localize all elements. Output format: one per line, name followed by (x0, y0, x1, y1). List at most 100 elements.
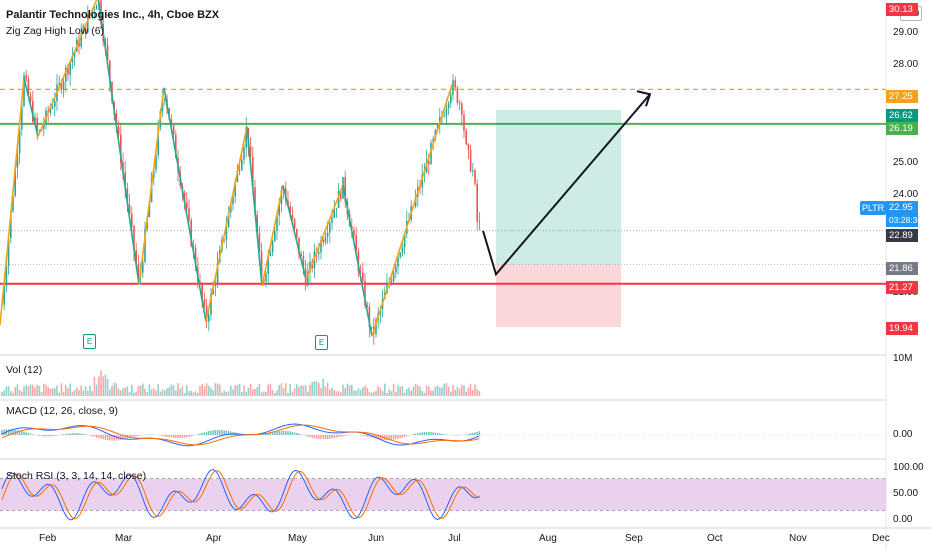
macd-histogram-bar (280, 430, 283, 435)
candle-body (5, 265, 8, 286)
candle-body (337, 190, 340, 209)
candle-body (364, 280, 366, 306)
macd-histogram-bar (43, 435, 45, 437)
volume-bar (38, 385, 41, 396)
candle-body (456, 87, 459, 103)
volume-bar (58, 392, 60, 396)
candle-body (467, 144, 470, 150)
volume-bar (353, 390, 355, 396)
macd-histogram-bar (38, 435, 41, 436)
volume-bar (456, 386, 459, 396)
candle-body (458, 102, 461, 104)
candle-body (445, 108, 448, 116)
macd-histogram-bar (133, 435, 135, 437)
candle-body (465, 130, 467, 145)
volume-bar (463, 385, 465, 396)
candle-body (326, 232, 329, 237)
volume-bar (302, 385, 305, 396)
macd-histogram-bar (212, 430, 214, 435)
macd-histogram-bar (375, 435, 377, 439)
macd-pane-label[interactable]: MACD (12, 26, close, 9) (6, 405, 119, 417)
macd-histogram-bar (32, 434, 34, 435)
macd-histogram-bar (278, 430, 280, 435)
volume-bar (430, 390, 432, 396)
macd-histogram-bar (269, 432, 272, 435)
macd-histogram-bar (425, 431, 428, 435)
macd-histogram-bar (131, 435, 133, 438)
volume-bar (289, 383, 291, 396)
macd-histogram-bar (98, 435, 100, 439)
volume-bar (76, 387, 78, 396)
volume-bar (91, 391, 93, 396)
volume-bar (124, 387, 126, 396)
candle-body (109, 60, 111, 82)
volume-bar (203, 386, 206, 396)
candle-body (190, 219, 192, 247)
volume-bar (126, 386, 129, 396)
volume-bar (419, 386, 421, 396)
candle-body (307, 271, 309, 286)
volume-bar (21, 391, 23, 396)
time-axis-tick: Feb (39, 533, 57, 544)
candle-body (62, 81, 65, 90)
zigzag-segment (138, 87, 165, 285)
candle-body (318, 252, 320, 254)
volume-bar (428, 386, 430, 396)
volume-bar (12, 392, 14, 396)
candle-body (120, 134, 122, 163)
volume-bar (157, 384, 159, 396)
zigzag-indicator-label[interactable]: Zig Zag High Low (6) (6, 25, 105, 37)
volume-bar (3, 390, 5, 396)
macd-histogram-bar (388, 435, 390, 441)
zigzag-segment (305, 184, 344, 280)
candle-body (370, 326, 373, 328)
macd-histogram-bar (166, 435, 168, 437)
stoch-rsi-pane-label[interactable]: Stoch RSI (3, 3, 14, 14, close) (6, 470, 147, 482)
candle-body (3, 285, 5, 305)
candle-body (395, 266, 397, 273)
macd-histogram-bar (216, 429, 219, 435)
volume-bar (386, 392, 388, 396)
earnings-marker-icon[interactable]: E (83, 334, 96, 349)
macd-histogram-bar (71, 433, 74, 435)
macd-histogram-bar (430, 432, 432, 435)
macd-histogram-bar (219, 429, 221, 435)
macd-histogram-bar (49, 435, 52, 437)
candle-body (309, 261, 311, 272)
candle-body (199, 281, 201, 284)
candle-body (43, 124, 45, 129)
volume-pane-label[interactable]: Vol (12) (6, 364, 43, 376)
volume-bar (469, 383, 472, 396)
volume-bar (267, 384, 269, 396)
zigzag-segment (37, 0, 98, 137)
macd-histogram-bar (192, 435, 195, 436)
price-axis-label: 22.89 (886, 229, 918, 242)
macd-histogram-bar (214, 430, 217, 435)
candle-body (95, 5, 98, 10)
macd-histogram-bar (291, 431, 294, 435)
stoch-axis-tick-50: 50.00 (893, 488, 919, 499)
macd-histogram-bar (474, 432, 476, 435)
macd-histogram-bar (443, 434, 445, 435)
volume-bar (122, 388, 124, 396)
macd-histogram-bar (412, 434, 415, 435)
macd-histogram-bar (318, 435, 320, 439)
position-profit-zone (496, 109, 621, 265)
candle-body (18, 129, 21, 154)
macd-histogram-bar (205, 431, 208, 435)
macd-histogram-bar (84, 434, 87, 435)
candle-body (80, 33, 82, 47)
macd-histogram-bar (65, 433, 67, 435)
macd-histogram-bar (230, 431, 232, 435)
volume-bar (432, 390, 434, 396)
macd-histogram-bar (164, 435, 166, 437)
candle-body (432, 139, 434, 143)
volume-bar (307, 391, 309, 396)
earnings-marker-icon[interactable]: E (315, 335, 328, 350)
macd-histogram-bar (300, 434, 302, 435)
time-axis-tick: May (288, 533, 307, 544)
macd-histogram-bar (210, 430, 212, 435)
candle-body (208, 314, 210, 322)
